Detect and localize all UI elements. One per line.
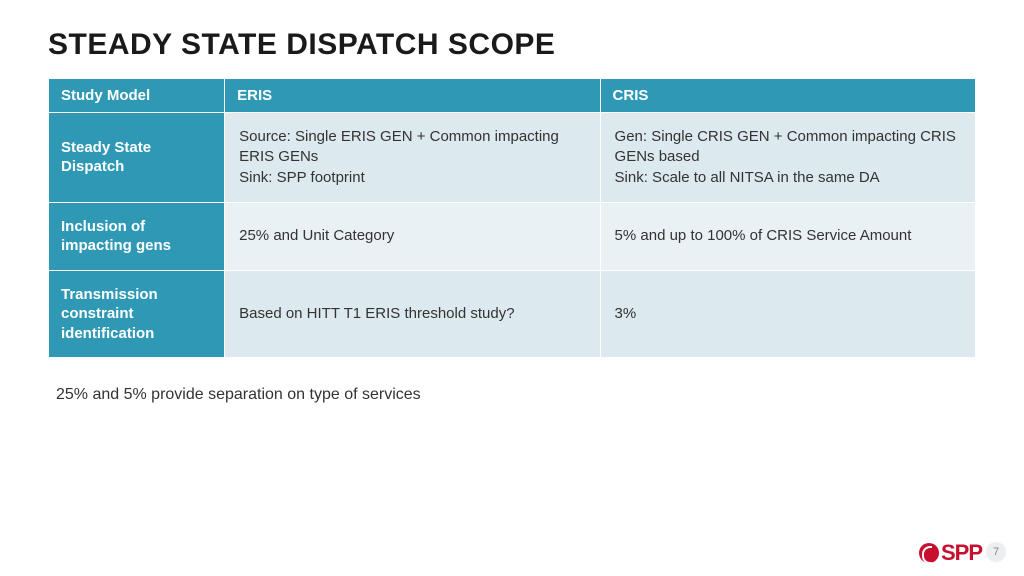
cell-cris: 3%	[600, 270, 975, 358]
page-title: STEADY STATE DISPATCH SCOPE	[48, 28, 976, 62]
spp-logo-text: SPP	[941, 540, 982, 566]
col-header-cris: CRIS	[600, 79, 975, 113]
table-row: Transmission constraint identification B…	[49, 270, 976, 358]
slide: STEADY STATE DISPATCH SCOPE Study Model …	[0, 0, 1024, 576]
cell-eris: 25% and Unit Category	[225, 202, 600, 270]
spp-logo-icon	[919, 543, 939, 563]
col-header-study-model: Study Model	[49, 79, 225, 113]
table-header-row: Study Model ERIS CRIS	[49, 79, 976, 113]
cell-cris: 5% and up to 100% of CRIS Service Amount	[600, 202, 975, 270]
page-number: 7	[986, 542, 1006, 562]
spp-logo: SPP	[919, 540, 982, 566]
row-label: Inclusion of impacting gens	[49, 202, 225, 270]
footnote: 25% and 5% provide separation on type of…	[48, 386, 976, 404]
row-label: Transmission constraint identification	[49, 270, 225, 358]
row-label: Steady State Dispatch	[49, 113, 225, 203]
col-header-eris: ERIS	[225, 79, 600, 113]
cell-eris: Based on HITT T1 ERIS threshold study?	[225, 270, 600, 358]
cell-eris: Source: Single ERIS GEN + Common impacti…	[225, 113, 600, 203]
table-row: Steady State Dispatch Source: Single ERI…	[49, 113, 976, 203]
cell-cris: Gen: Single CRIS GEN + Common impacting …	[600, 113, 975, 203]
dispatch-scope-table: Study Model ERIS CRIS Steady State Dispa…	[48, 78, 976, 358]
table-row: Inclusion of impacting gens 25% and Unit…	[49, 202, 976, 270]
